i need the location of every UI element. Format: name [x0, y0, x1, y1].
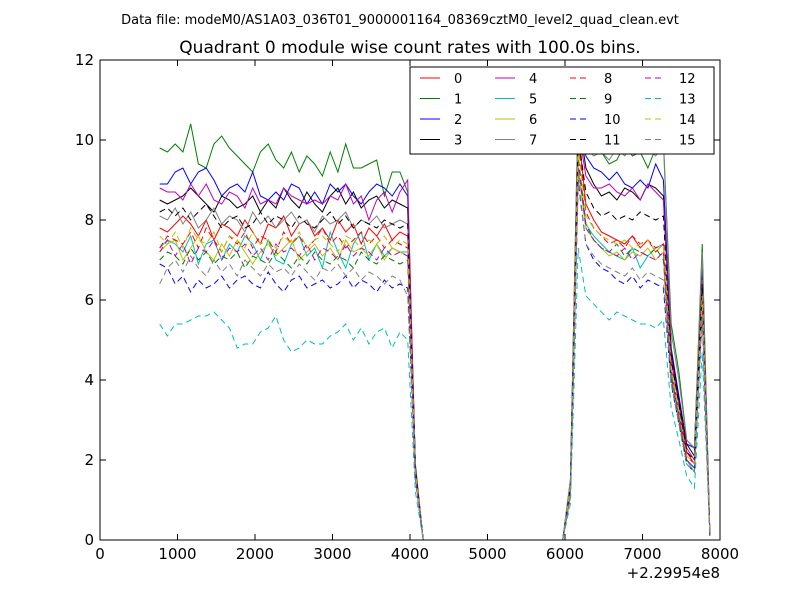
legend-label-9: 9	[604, 93, 612, 108]
x-tick-label: 7000	[623, 545, 661, 563]
x-tick-label: 5000	[468, 545, 506, 563]
legend-label-1: 1	[454, 93, 462, 108]
legend-label-12: 12	[679, 72, 696, 87]
x-tick-label: 2000	[236, 545, 274, 563]
legend-label-0: 0	[454, 72, 462, 87]
plot-frame	[99, 59, 721, 541]
legend-label-8: 8	[604, 72, 612, 87]
legend-label-6: 6	[529, 113, 537, 128]
legend-label-10: 10	[604, 113, 621, 128]
legend-label-2: 2	[454, 113, 462, 128]
x-offset-label: +2.29954e8	[627, 564, 720, 582]
y-tick-label: 2	[84, 451, 94, 469]
x-tick-label: 4000	[391, 545, 429, 563]
series-line-8	[159, 139, 711, 541]
y-tick-label: 6	[84, 291, 94, 309]
series-line-10	[159, 179, 711, 541]
legend-label-5: 5	[529, 93, 537, 108]
x-tick-label: 1000	[158, 545, 196, 563]
x-tick-label: 6000	[546, 545, 584, 563]
legend-label-15: 15	[679, 134, 696, 149]
y-tick-label: 10	[75, 131, 94, 149]
chart-supertitle: Data file: modeM0/AS1A03_036T01_90000011…	[121, 13, 679, 28]
x-tick-label: 8000	[701, 545, 739, 563]
tick-layer: 0 1000 2000 3000 4000 5000 6000 7000 80000246810…	[75, 51, 739, 563]
chart-title: Quadrant 0 module wise count rates with …	[179, 38, 640, 58]
legend-box	[409, 66, 715, 155]
legend-label-4: 4	[529, 72, 537, 87]
y-tick-label: 8	[84, 211, 94, 229]
legend-label-11: 11	[604, 134, 621, 149]
y-tick-label: 4	[84, 371, 94, 389]
legend-label-3: 3	[454, 134, 462, 149]
x-tick-label: 0	[95, 545, 105, 563]
y-tick-label: 0	[84, 531, 94, 549]
y-tick-label: 12	[75, 51, 94, 69]
legend-label-13: 13	[679, 93, 696, 108]
x-tick-label: 3000	[313, 545, 351, 563]
legend-label-7: 7	[529, 134, 537, 149]
legend-label-14: 14	[679, 113, 696, 128]
